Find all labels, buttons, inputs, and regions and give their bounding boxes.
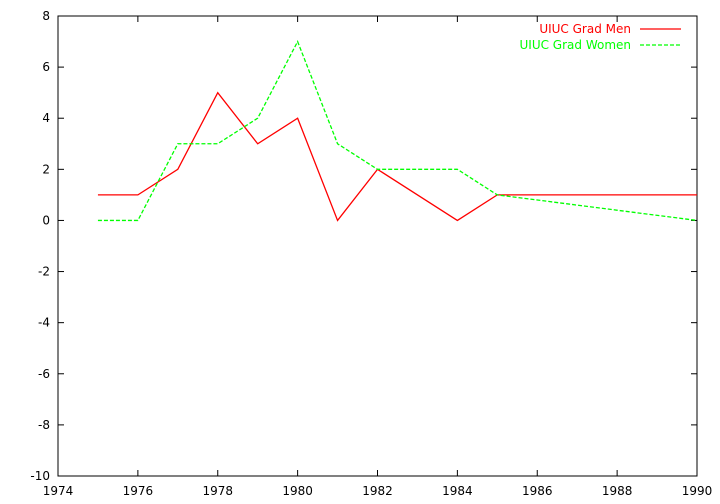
x-tick-label: 1984 — [442, 484, 473, 498]
y-tick-label: -6 — [38, 367, 50, 381]
x-tick-label: 1976 — [123, 484, 154, 498]
x-tick-label: 1988 — [602, 484, 633, 498]
y-tick-label: -8 — [38, 418, 50, 432]
y-tick-label: 0 — [42, 213, 50, 227]
series-lines — [97, 39, 698, 222]
x-tick-label: 1980 — [282, 484, 313, 498]
x-tick-label: 1974 — [43, 484, 74, 498]
y-tick-label: 4 — [42, 111, 50, 125]
legend-label-1: UIUC Grad Women — [520, 38, 632, 52]
series-line-0 — [97, 91, 697, 222]
y-tick-label: -4 — [38, 316, 50, 330]
y-tick-label: 2 — [42, 162, 50, 176]
plot-frame — [57, 15, 698, 477]
y-tick-label: 8 — [42, 9, 50, 23]
legend: UIUC Grad Men UIUC Grad Women — [520, 22, 681, 52]
legend-label-0: UIUC Grad Men — [539, 22, 631, 36]
y-tick-label: -10 — [30, 469, 50, 483]
x-tick-label: 1982 — [362, 484, 393, 498]
y-tick-label: -2 — [38, 265, 50, 279]
y-tick-label: 6 — [42, 60, 50, 74]
x-tick-label: 1986 — [522, 484, 553, 498]
series-line-1 — [97, 39, 698, 222]
x-tick-label: 1990 — [682, 484, 713, 498]
axis-ticks: -10 -8 -6 -4 -2 0 2 4 6 8 1974 1976 1978 1980 1982 1984… — [30, 9, 712, 498]
x-tick-label: 1978 — [202, 484, 233, 498]
